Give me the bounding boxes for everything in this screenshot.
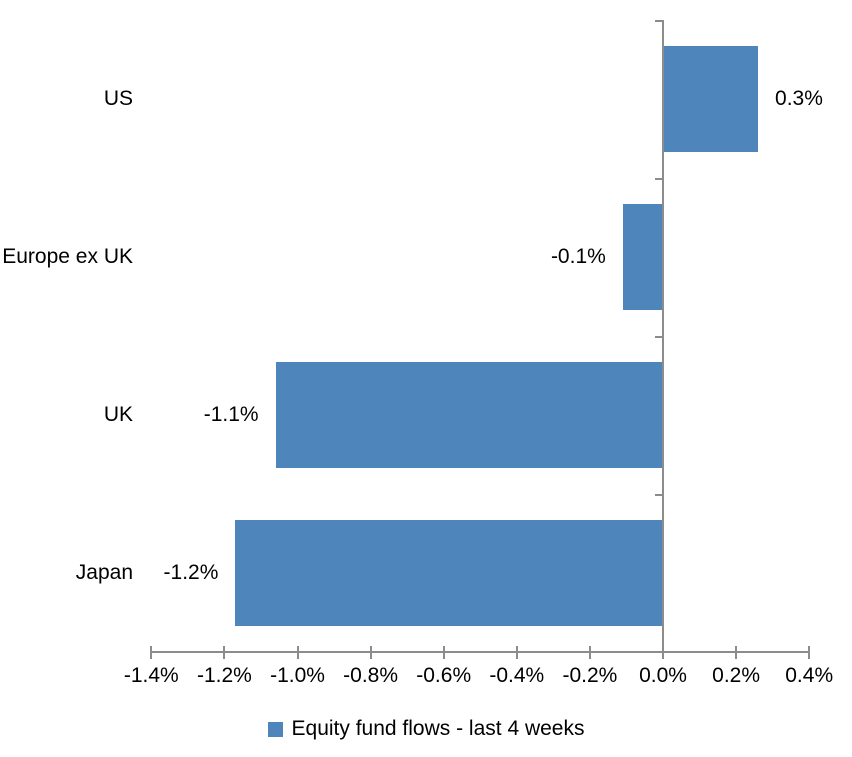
x-tick-label: 0.4% (785, 664, 834, 687)
bar-us (663, 46, 759, 152)
x-axis-tick (369, 646, 372, 659)
x-axis-tick (296, 646, 299, 659)
x-tick-label: 0.2% (712, 664, 761, 687)
category-axis-tick (655, 20, 662, 22)
category-axis-tick (655, 336, 662, 338)
bar-uk (275, 362, 663, 468)
x-axis-tick (515, 646, 518, 659)
x-tick-label: -1.0% (270, 664, 325, 687)
x-axis-tick (808, 646, 811, 659)
legend-swatch-icon (267, 721, 283, 737)
category-axis-line (662, 20, 664, 657)
x-tick-label: 0.0% (639, 664, 687, 687)
x-tick-label: -0.4% (489, 664, 545, 687)
category-label: Europe ex UK (2, 245, 133, 268)
x-tick-label: -0.6% (416, 664, 472, 687)
legend-label: Equity fund flows - last 4 weeks (291, 717, 585, 740)
category-label: UK (103, 403, 133, 426)
bar-value-label: -0.1% (550, 245, 606, 268)
x-axis-tick (150, 646, 153, 659)
bar-europe-ex-uk (622, 204, 663, 310)
category-label: US (103, 87, 133, 110)
x-tick-label: -0.2% (562, 664, 618, 687)
x-axis-tick (588, 646, 591, 659)
x-axis-tick (442, 646, 445, 659)
bar-value-label: -1.2% (163, 561, 219, 584)
bar-value-label: -1.1% (203, 403, 259, 426)
bar-value-label: 0.3% (775, 87, 823, 110)
category-axis-tick (655, 178, 662, 180)
x-tick-label: -0.8% (343, 664, 399, 687)
x-tick-label: -1.4% (123, 664, 179, 687)
x-axis-line (151, 651, 810, 653)
x-tick-label: -1.2% (196, 664, 252, 687)
category-axis-tick (655, 494, 662, 496)
bar-japan (235, 520, 663, 626)
category-label: Japan (75, 561, 133, 584)
x-axis-tick (223, 646, 226, 659)
x-axis-tick (735, 646, 738, 659)
legend: Equity fund flows - last 4 weeks (0, 717, 852, 741)
